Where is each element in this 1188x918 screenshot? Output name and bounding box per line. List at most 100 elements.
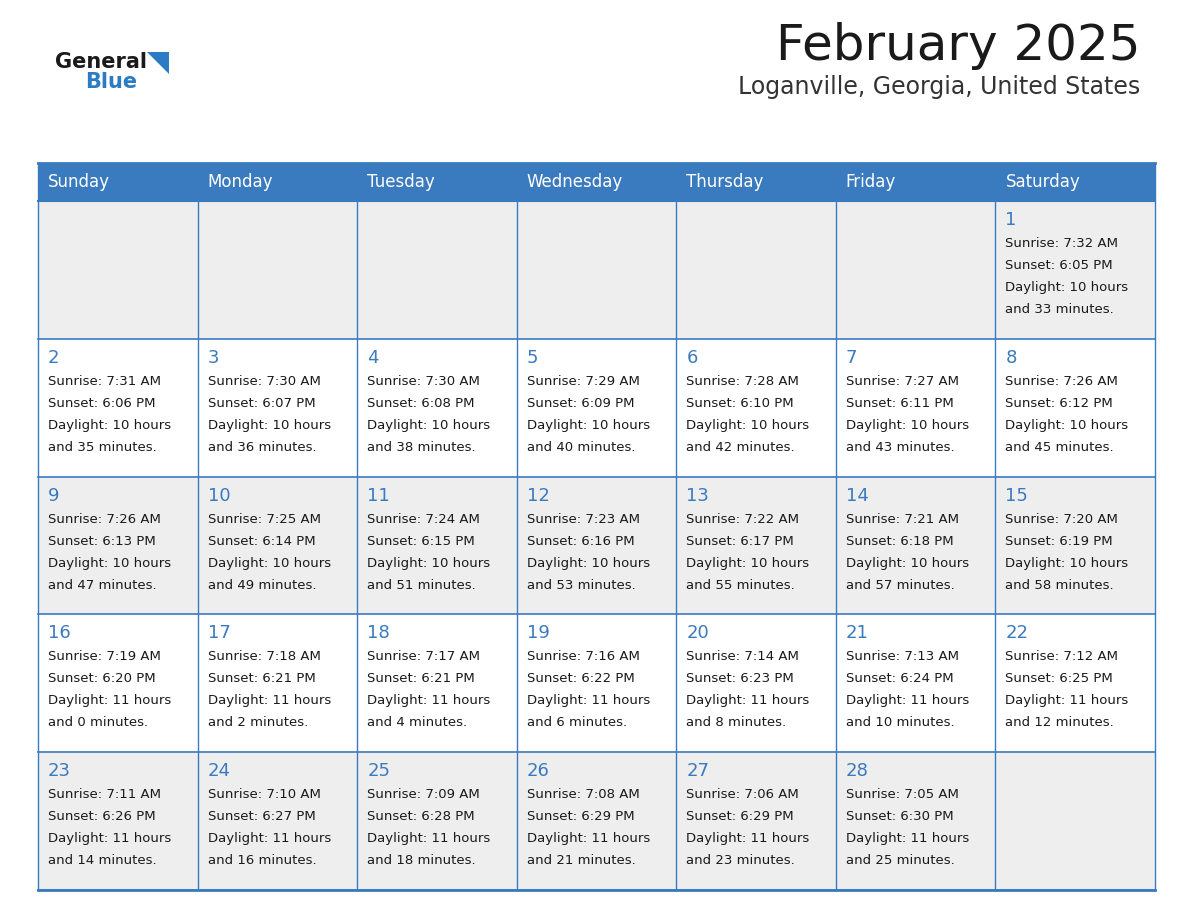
Text: Daylight: 11 hours: Daylight: 11 hours [367,833,491,845]
Bar [38,339,1155,476]
Text: Sunset: 6:18 PM: Sunset: 6:18 PM [846,534,954,548]
Text: and 14 minutes.: and 14 minutes. [48,855,157,868]
Text: and 16 minutes.: and 16 minutes. [208,855,316,868]
Text: 28: 28 [846,762,868,780]
Text: and 23 minutes.: and 23 minutes. [687,855,795,868]
Text: Sunrise: 7:21 AM: Sunrise: 7:21 AM [846,512,959,526]
Bar [38,752,1155,890]
Text: and 33 minutes.: and 33 minutes. [1005,303,1114,316]
Text: and 43 minutes.: and 43 minutes. [846,441,954,453]
Text: Daylight: 10 hours: Daylight: 10 hours [687,419,809,431]
Text: Sunrise: 7:17 AM: Sunrise: 7:17 AM [367,650,480,664]
Text: Sunrise: 7:23 AM: Sunrise: 7:23 AM [526,512,639,526]
Polygon shape [147,52,169,74]
Text: Sunrise: 7:13 AM: Sunrise: 7:13 AM [846,650,959,664]
Text: Sunrise: 7:28 AM: Sunrise: 7:28 AM [687,375,800,387]
Text: 5: 5 [526,349,538,367]
Text: Sunset: 6:30 PM: Sunset: 6:30 PM [846,811,954,823]
Text: 10: 10 [208,487,230,505]
Text: and 4 minutes.: and 4 minutes. [367,716,467,730]
Text: and 36 minutes.: and 36 minutes. [208,441,316,453]
Text: 12: 12 [526,487,550,505]
Text: Sunrise: 7:30 AM: Sunrise: 7:30 AM [208,375,321,387]
Bar [38,201,1155,339]
Text: and 21 minutes.: and 21 minutes. [526,855,636,868]
Text: Daylight: 10 hours: Daylight: 10 hours [687,556,809,569]
Text: and 53 minutes.: and 53 minutes. [526,578,636,591]
Text: Sunrise: 7:09 AM: Sunrise: 7:09 AM [367,789,480,801]
Text: and 12 minutes.: and 12 minutes. [1005,716,1114,730]
Text: Daylight: 11 hours: Daylight: 11 hours [48,833,171,845]
Text: and 55 minutes.: and 55 minutes. [687,578,795,591]
Text: 15: 15 [1005,487,1029,505]
Text: and 35 minutes.: and 35 minutes. [48,441,157,453]
Text: Daylight: 11 hours: Daylight: 11 hours [526,694,650,708]
Text: 2: 2 [48,349,59,367]
Text: Sunset: 6:20 PM: Sunset: 6:20 PM [48,672,156,686]
Text: 24: 24 [208,762,230,780]
Text: Sunset: 6:26 PM: Sunset: 6:26 PM [48,811,156,823]
Text: Sunset: 6:12 PM: Sunset: 6:12 PM [1005,397,1113,409]
Text: Sunset: 6:24 PM: Sunset: 6:24 PM [846,672,954,686]
Text: and 10 minutes.: and 10 minutes. [846,716,954,730]
Text: Sunset: 6:21 PM: Sunset: 6:21 PM [367,672,475,686]
Bar [38,476,1155,614]
Text: and 58 minutes.: and 58 minutes. [1005,578,1114,591]
Text: Daylight: 10 hours: Daylight: 10 hours [1005,556,1129,569]
Text: Sunset: 6:17 PM: Sunset: 6:17 PM [687,534,794,548]
Text: and 8 minutes.: and 8 minutes. [687,716,786,730]
Text: 17: 17 [208,624,230,643]
Text: Sunrise: 7:11 AM: Sunrise: 7:11 AM [48,789,162,801]
Text: Daylight: 11 hours: Daylight: 11 hours [208,833,330,845]
Text: Daylight: 11 hours: Daylight: 11 hours [48,694,171,708]
Text: Sunday: Sunday [48,173,110,191]
Text: Daylight: 10 hours: Daylight: 10 hours [208,556,330,569]
Text: Thursday: Thursday [687,173,764,191]
Text: 27: 27 [687,762,709,780]
Text: Sunrise: 7:18 AM: Sunrise: 7:18 AM [208,650,321,664]
Text: Sunrise: 7:32 AM: Sunrise: 7:32 AM [1005,237,1118,250]
Text: Daylight: 10 hours: Daylight: 10 hours [526,556,650,569]
Text: Sunrise: 7:08 AM: Sunrise: 7:08 AM [526,789,639,801]
Text: Daylight: 10 hours: Daylight: 10 hours [208,419,330,431]
Text: Sunset: 6:05 PM: Sunset: 6:05 PM [1005,259,1113,272]
Text: Daylight: 10 hours: Daylight: 10 hours [48,419,171,431]
Text: Sunrise: 7:26 AM: Sunrise: 7:26 AM [1005,375,1118,387]
Text: 6: 6 [687,349,697,367]
Text: Sunrise: 7:05 AM: Sunrise: 7:05 AM [846,789,959,801]
Text: 4: 4 [367,349,379,367]
Text: Sunrise: 7:12 AM: Sunrise: 7:12 AM [1005,650,1118,664]
Text: Sunset: 6:21 PM: Sunset: 6:21 PM [208,672,315,686]
Text: 8: 8 [1005,349,1017,367]
Text: Sunset: 6:29 PM: Sunset: 6:29 PM [526,811,634,823]
Text: Sunset: 6:09 PM: Sunset: 6:09 PM [526,397,634,409]
Text: Wednesday: Wednesday [526,173,623,191]
Text: Sunset: 6:06 PM: Sunset: 6:06 PM [48,397,156,409]
Text: Sunset: 6:11 PM: Sunset: 6:11 PM [846,397,954,409]
Text: and 42 minutes.: and 42 minutes. [687,441,795,453]
Text: 21: 21 [846,624,868,643]
Text: 19: 19 [526,624,550,643]
Text: 25: 25 [367,762,390,780]
Text: Sunset: 6:25 PM: Sunset: 6:25 PM [1005,672,1113,686]
Text: Sunrise: 7:29 AM: Sunrise: 7:29 AM [526,375,639,387]
Text: 16: 16 [48,624,71,643]
Text: Daylight: 10 hours: Daylight: 10 hours [48,556,171,569]
Text: Daylight: 11 hours: Daylight: 11 hours [208,694,330,708]
Text: Blue: Blue [86,72,137,92]
Text: 23: 23 [48,762,71,780]
Text: 1: 1 [1005,211,1017,229]
Text: 11: 11 [367,487,390,505]
Text: Sunrise: 7:10 AM: Sunrise: 7:10 AM [208,789,321,801]
Text: Sunrise: 7:22 AM: Sunrise: 7:22 AM [687,512,800,526]
Text: Daylight: 11 hours: Daylight: 11 hours [846,694,969,708]
Text: Daylight: 11 hours: Daylight: 11 hours [846,833,969,845]
Text: Monday: Monday [208,173,273,191]
Text: 3: 3 [208,349,219,367]
Text: 7: 7 [846,349,858,367]
Text: and 0 minutes.: and 0 minutes. [48,716,148,730]
Text: Daylight: 11 hours: Daylight: 11 hours [687,833,809,845]
Text: Sunrise: 7:20 AM: Sunrise: 7:20 AM [1005,512,1118,526]
Text: Sunset: 6:14 PM: Sunset: 6:14 PM [208,534,315,548]
Text: Daylight: 11 hours: Daylight: 11 hours [367,694,491,708]
